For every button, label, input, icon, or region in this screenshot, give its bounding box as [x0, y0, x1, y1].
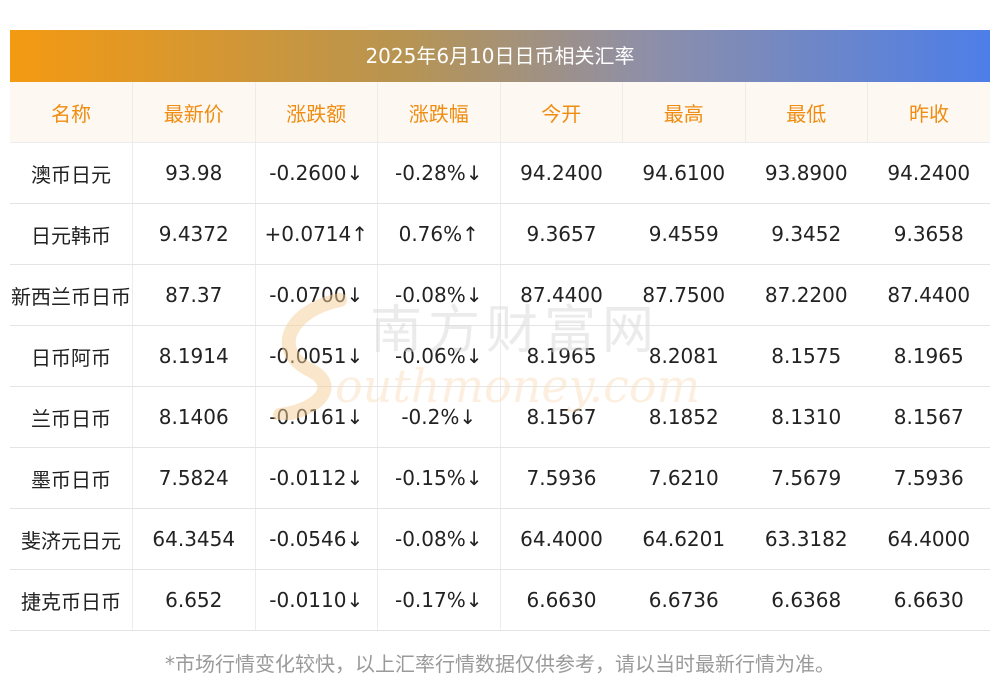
cell-low: 8.1310: [745, 386, 868, 448]
cell-prev-close: 8.1567: [867, 386, 990, 448]
cell-low: 6.6368: [745, 569, 868, 631]
cell-latest: 87.37: [132, 264, 256, 326]
cell-high: 94.6100: [622, 142, 745, 204]
cell-change: -0.2600↓: [255, 142, 378, 204]
cell-change: -0.0051↓: [255, 325, 378, 387]
table-row: 澳币日元 93.98 -0.2600↓ -0.28%↓ 94.2400 94.6…: [10, 142, 990, 204]
table-row: 捷克币日币 6.652 -0.0110↓ -0.17%↓ 6.6630 6.67…: [10, 569, 990, 631]
table-title: 2025年6月10日日币相关汇率: [10, 30, 990, 82]
cell-name: 新西兰币日币: [10, 264, 133, 326]
cell-change-pct: -0.28%↓: [377, 142, 501, 204]
table-row: 日币阿币 8.1914 -0.0051↓ -0.06%↓ 8.1965 8.20…: [10, 325, 990, 387]
cell-open: 8.1567: [500, 386, 623, 448]
cell-open: 64.4000: [500, 508, 623, 570]
cell-name: 墨币日币: [10, 447, 133, 509]
table-row: 日元韩币 9.4372 +0.0714↑ 0.76%↑ 9.3657 9.455…: [10, 203, 990, 265]
cell-latest: 9.4372: [132, 203, 256, 265]
cell-change-pct: -0.08%↓: [377, 508, 501, 570]
cell-prev-close: 6.6630: [867, 569, 990, 631]
cell-change: -0.0112↓: [255, 447, 378, 509]
cell-latest: 93.98: [132, 142, 256, 204]
cell-prev-close: 87.4400: [867, 264, 990, 326]
table-row: 新西兰币日币 87.37 -0.0700↓ -0.08%↓ 87.4400 87…: [10, 264, 990, 326]
table-row: 斐济元日元 64.3454 -0.0546↓ -0.08%↓ 64.4000 6…: [10, 508, 990, 570]
header-row: 名称 最新价 涨跌额 涨跌幅 今开 最高 最低 昨收: [10, 82, 990, 143]
cell-low: 9.3452: [745, 203, 868, 265]
cell-low: 63.3182: [745, 508, 868, 570]
cell-name: 日币阿币: [10, 325, 133, 387]
header-change: 涨跌额: [255, 82, 378, 143]
cell-change-pct: 0.76%↑: [377, 203, 501, 265]
table-row: 墨币日币 7.5824 -0.0112↓ -0.15%↓ 7.5936 7.62…: [10, 447, 990, 509]
header-change-pct: 涨跌幅: [377, 82, 501, 143]
cell-change: +0.0714↑: [255, 203, 378, 265]
exchange-rate-table: 名称 最新价 涨跌额 涨跌幅 今开 最高 最低 昨收 澳币日元 93.98 -0…: [10, 82, 990, 631]
cell-name: 日元韩币: [10, 203, 133, 265]
cell-open: 87.4400: [500, 264, 623, 326]
disclaimer-footnote: *市场行情变化较快，以上汇率行情数据仅供参考，请以当时最新行情为准。: [165, 652, 835, 676]
cell-name: 澳币日元: [10, 142, 133, 204]
cell-prev-close: 64.4000: [867, 508, 990, 570]
cell-latest: 8.1914: [132, 325, 256, 387]
header-low: 最低: [745, 82, 868, 143]
cell-prev-close: 9.3658: [867, 203, 990, 265]
cell-name: 斐济元日元: [10, 508, 133, 570]
cell-low: 87.2200: [745, 264, 868, 326]
cell-prev-close: 8.1965: [867, 325, 990, 387]
cell-open: 6.6630: [500, 569, 623, 631]
cell-name: 捷克币日币: [10, 569, 133, 631]
cell-high: 8.1852: [622, 386, 745, 448]
cell-prev-close: 7.5936: [867, 447, 990, 509]
cell-high: 8.2081: [622, 325, 745, 387]
cell-change: -0.0110↓: [255, 569, 378, 631]
cell-high: 87.7500: [622, 264, 745, 326]
cell-open: 94.2400: [500, 142, 623, 204]
cell-name: 兰币日币: [10, 386, 133, 448]
cell-high: 64.6201: [622, 508, 745, 570]
cell-change-pct: -0.08%↓: [377, 264, 501, 326]
header-high: 最高: [622, 82, 746, 143]
cell-open: 8.1965: [500, 325, 623, 387]
cell-change-pct: -0.2%↓: [377, 386, 501, 448]
cell-open: 9.3657: [500, 203, 623, 265]
cell-change-pct: -0.15%↓: [377, 447, 501, 509]
cell-change-pct: -0.17%↓: [377, 569, 501, 631]
cell-latest: 64.3454: [132, 508, 256, 570]
cell-high: 7.6210: [622, 447, 745, 509]
cell-latest: 7.5824: [132, 447, 256, 509]
header-prev-close: 昨收: [867, 82, 990, 143]
cell-low: 8.1575: [745, 325, 868, 387]
cell-change: -0.0700↓: [255, 264, 378, 326]
cell-latest: 8.1406: [132, 386, 256, 448]
cell-change-pct: -0.06%↓: [377, 325, 501, 387]
cell-prev-close: 94.2400: [867, 142, 990, 204]
cell-change: -0.0161↓: [255, 386, 378, 448]
cell-latest: 6.652: [132, 569, 256, 631]
cell-high: 9.4559: [622, 203, 745, 265]
cell-high: 6.6736: [622, 569, 745, 631]
table-row: 兰币日币 8.1406 -0.0161↓ -0.2%↓ 8.1567 8.185…: [10, 386, 990, 448]
cell-low: 93.8900: [745, 142, 868, 204]
cell-change: -0.0546↓: [255, 508, 378, 570]
header-latest: 最新价: [132, 82, 256, 143]
header-name: 名称: [10, 82, 133, 143]
cell-low: 7.5679: [745, 447, 868, 509]
cell-open: 7.5936: [500, 447, 623, 509]
header-open: 今开: [500, 82, 623, 143]
